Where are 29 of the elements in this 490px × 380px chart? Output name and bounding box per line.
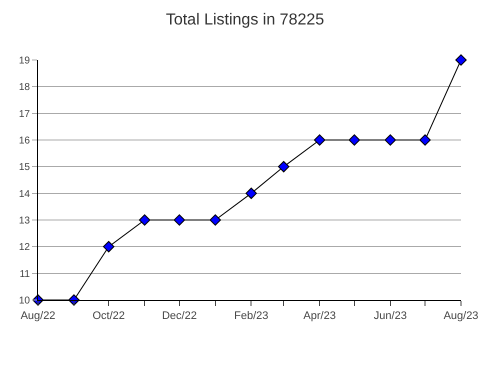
- y-tick-label: 12: [18, 242, 30, 254]
- y-tick-label: 15: [18, 162, 30, 174]
- x-tick-label: Dec/22: [162, 310, 197, 322]
- y-tick-label: 19: [18, 56, 30, 66]
- point: [314, 134, 326, 146]
- y-tick-label: 11: [20, 268, 30, 280]
- point: [138, 214, 150, 226]
- point: [174, 214, 186, 226]
- x-tick-label: Jun/23: [374, 310, 407, 322]
- y-tick-label: 17: [18, 108, 30, 120]
- point: [102, 240, 114, 252]
- chart-title: Total Listings in 78225: [166, 12, 324, 28]
- y-tick-label: 18: [18, 82, 30, 94]
- y-tick-label: 14: [18, 188, 30, 200]
- point: [455, 54, 467, 66]
- point: [210, 214, 222, 226]
- y-tick-label: 13: [18, 216, 30, 226]
- x-tick-label: Aug/23: [444, 310, 478, 322]
- x-tick-label: Feb/23: [234, 310, 268, 322]
- point: [348, 134, 360, 146]
- point: [419, 134, 431, 146]
- point: [384, 134, 396, 146]
- y-tick-label: 10: [18, 296, 30, 306]
- point: [246, 188, 257, 200]
- y-tick-label: 16: [18, 136, 30, 146]
- x-tick-label: Oct/22: [92, 310, 125, 322]
- x-tick-label: Aug/22: [20, 310, 56, 322]
- point: [278, 160, 290, 172]
- x-tick-label: Apr/23: [303, 310, 336, 322]
